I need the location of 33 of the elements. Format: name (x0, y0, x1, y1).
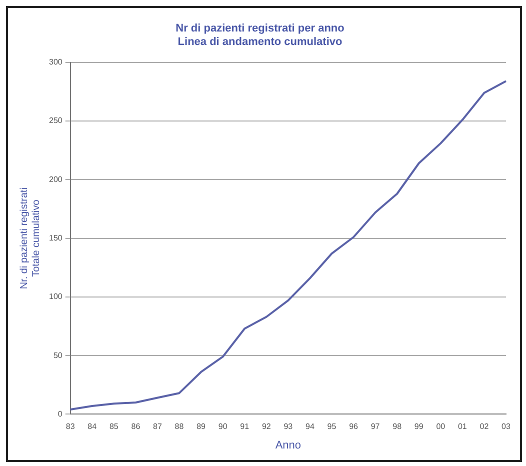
x-tick-label: 01 (458, 422, 468, 432)
x-tick-label: 02 (480, 422, 490, 432)
x-tick-label: 94 (306, 422, 315, 432)
x-tick-label: 93 (284, 422, 294, 432)
x-tick-label: 84 (88, 422, 98, 432)
y-tick-label: 200 (48, 174, 63, 184)
text: Nr di pazienti registrati per anno (176, 22, 344, 35)
x-tick-label: 92 (262, 422, 272, 432)
x-tick-label: 85 (109, 422, 119, 432)
text: Nr. di pazienti registrati (18, 187, 30, 290)
y-tick-label: 0 (58, 409, 63, 418)
x-tick-label: 87 (153, 422, 162, 432)
x-tick-label: 83 (66, 422, 76, 432)
y-tick-label: 150 (48, 234, 63, 243)
x-tick-label: 90 (218, 422, 228, 432)
text: Totale cumulativo (30, 200, 42, 277)
x-tick-label: 99 (414, 422, 424, 432)
x-tick-label: 86 (131, 422, 141, 432)
x-tick-label: 96 (349, 422, 359, 432)
x-tick-label: 95 (327, 422, 337, 432)
x-tick-label: 00 (436, 422, 446, 432)
x-tick-label: 89 (196, 422, 206, 432)
x-tick-label: 97 (370, 422, 380, 432)
y-tick-label: 100 (48, 292, 63, 302)
y-tick-label: 50 (53, 350, 63, 360)
x-tick-label: 91 (240, 422, 250, 432)
x-axis-title: Anno (275, 439, 302, 452)
x-tick-label: 03 (502, 422, 511, 432)
y-tick-label: 300 (48, 58, 63, 67)
x-tick-label: 88 (174, 422, 184, 432)
text: Linea di andamento cumulativo (178, 36, 342, 48)
x-tick-label: 98 (392, 422, 402, 432)
y-tick-label: 250 (48, 116, 63, 126)
